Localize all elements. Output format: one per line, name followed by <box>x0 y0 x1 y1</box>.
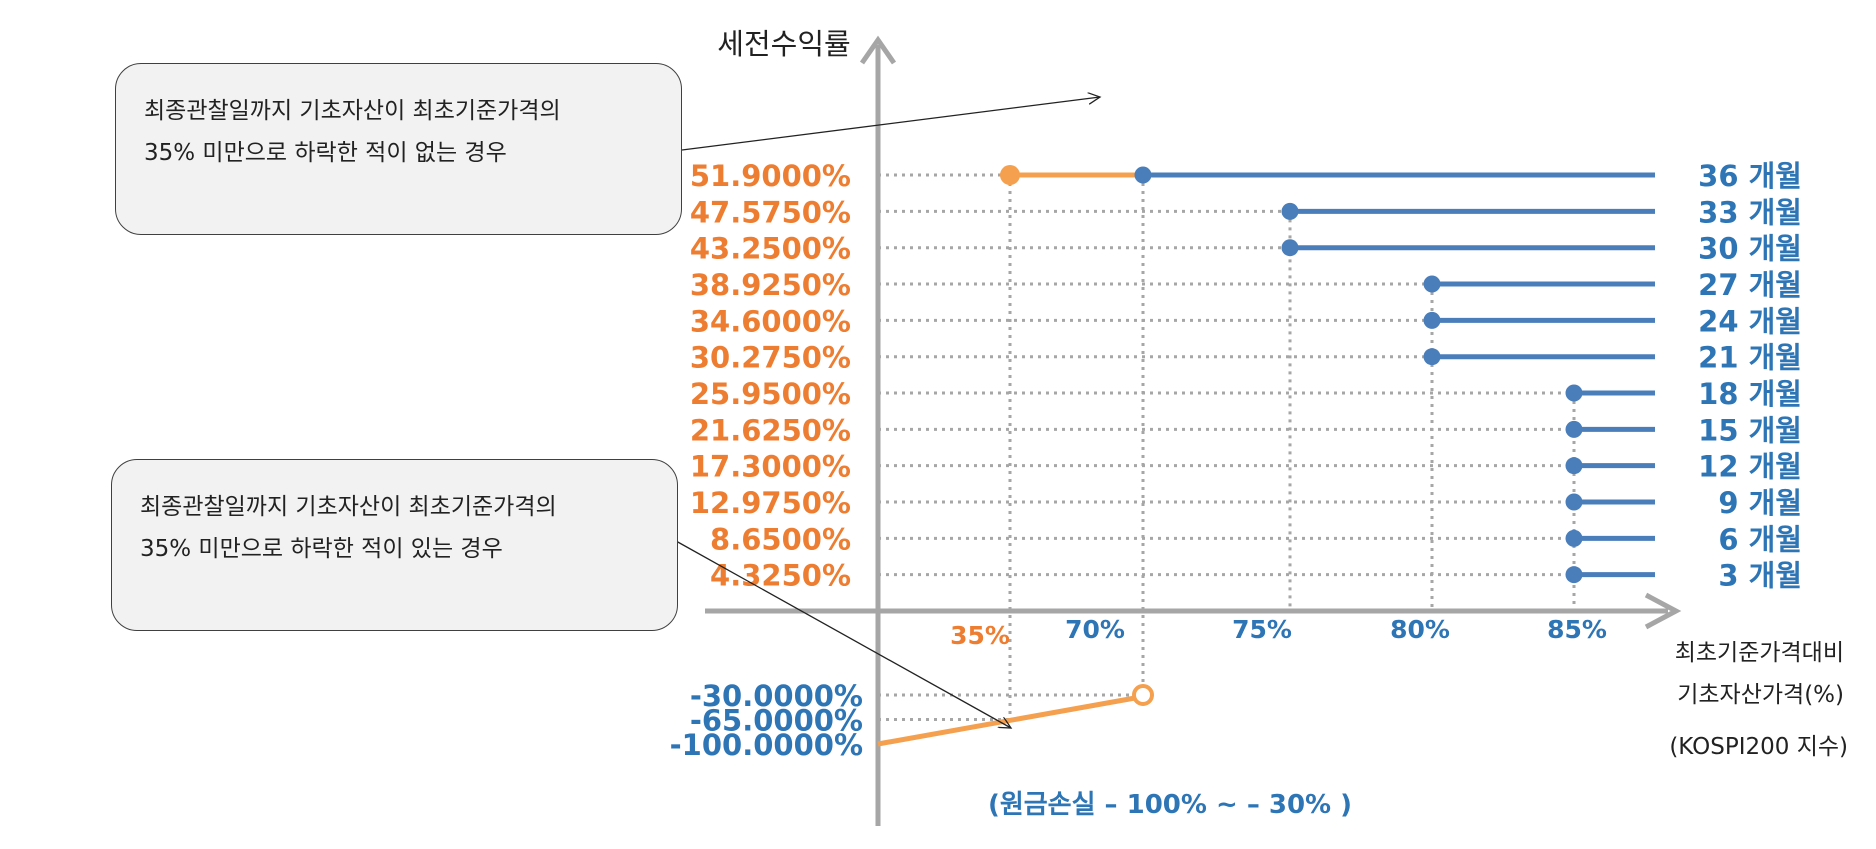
y-tick-label: 25.9500% <box>690 377 851 411</box>
x-axis-title-line-3: (KOSPI200 지수) <box>1669 734 1848 760</box>
y-tick-label: 38.9250% <box>690 268 851 302</box>
x-axis-title-line-2: 기초자산가격(%) <box>1677 682 1844 708</box>
series-label: 12 개월 <box>1698 450 1802 484</box>
y-tick-label: 4.3250% <box>710 559 851 593</box>
callout-no-knock-in-line-1: 최종관찰일까지 기초자산이 최초기준가격의 <box>144 98 561 124</box>
y-tick-label: 34.6000% <box>690 304 851 338</box>
y-tick-label: 17.3000% <box>690 450 851 484</box>
y-tick-label: 21.6250% <box>690 413 851 447</box>
callout-arrow-no-knock-in <box>681 97 1100 151</box>
knock-in-end-point <box>1132 684 1154 706</box>
x-tick-label: 35% <box>950 621 1010 650</box>
y-tick-label: 30.2750% <box>690 341 851 375</box>
y-tick-label: 12.9750% <box>690 486 851 520</box>
series-point <box>1565 457 1583 475</box>
series-label: 33 개월 <box>1698 195 1802 229</box>
x-axis-arrowhead <box>1644 592 1682 630</box>
neg-y-tick-label: -65.0000% <box>690 704 863 738</box>
series-label: 9 개월 <box>1718 486 1802 520</box>
series-point <box>1565 566 1583 584</box>
callout-knock-in: 최종관찰일까지 기초자산이 최초기준가격의 35% 미만으로 하락한 적이 있는… <box>111 459 678 631</box>
no-knock-in-point <box>1000 165 1020 186</box>
y-axis-title: 세전수익률 <box>717 27 850 61</box>
x-tick-label: 75% <box>1232 615 1292 644</box>
series-label: 27 개월 <box>1698 268 1802 302</box>
series-point <box>1423 348 1441 366</box>
y-tick-label: 47.5750% <box>690 195 851 229</box>
callout-knock-in-line-1: 최종관찰일까지 기초자산이 최초기준가격의 <box>140 494 557 520</box>
series-point <box>1565 420 1583 438</box>
series-label: 18 개월 <box>1698 377 1802 411</box>
series-point <box>1281 239 1299 257</box>
loss-range-label: (원금손실 – 100% ~ – 30% ) <box>988 790 1352 820</box>
series-point <box>1423 275 1441 293</box>
x-tick-label: 85% <box>1547 615 1607 644</box>
series-point <box>1565 493 1583 511</box>
series-point <box>1423 311 1441 329</box>
series-label: 30 개월 <box>1698 232 1802 266</box>
x-tick-label: 70% <box>1065 615 1125 644</box>
callout-no-knock-in: 최종관찰일까지 기초자산이 최초기준가격의 35% 미만으로 하락한 적이 없는… <box>115 63 682 235</box>
series-point <box>1134 166 1152 184</box>
x-axis-title-line-1: 최초기준가격대비 <box>1675 640 1844 666</box>
neg-y-tick-label: -100.0000% <box>670 728 863 762</box>
x-tick-label: 80% <box>1390 615 1450 644</box>
callout-arrow-knock-in <box>675 540 1011 728</box>
series-label: 21 개월 <box>1698 341 1802 375</box>
callout-knock-in-line-2: 35% 미만으로 하락한 적이 있는 경우 <box>140 536 503 562</box>
series-point <box>1281 202 1299 220</box>
series-label: 36 개월 <box>1698 159 1802 193</box>
y-tick-label: 43.2500% <box>690 232 851 266</box>
y-axis-arrowhead <box>859 35 897 65</box>
series-label: 15 개월 <box>1698 413 1802 447</box>
series-point <box>1565 384 1583 402</box>
series-point <box>1565 529 1583 547</box>
knock-in-loss-line <box>877 695 1136 747</box>
series-label: 6 개월 <box>1718 522 1802 556</box>
y-tick-label: 8.6500% <box>710 522 851 556</box>
neg-y-tick-label: -30.0000% <box>690 679 863 713</box>
series-label: 24 개월 <box>1698 304 1802 338</box>
y-tick-label: 51.9000% <box>690 159 851 193</box>
callout-no-knock-in-line-2: 35% 미만으로 하락한 적이 없는 경우 <box>144 140 507 166</box>
series-label: 3 개월 <box>1718 559 1802 593</box>
